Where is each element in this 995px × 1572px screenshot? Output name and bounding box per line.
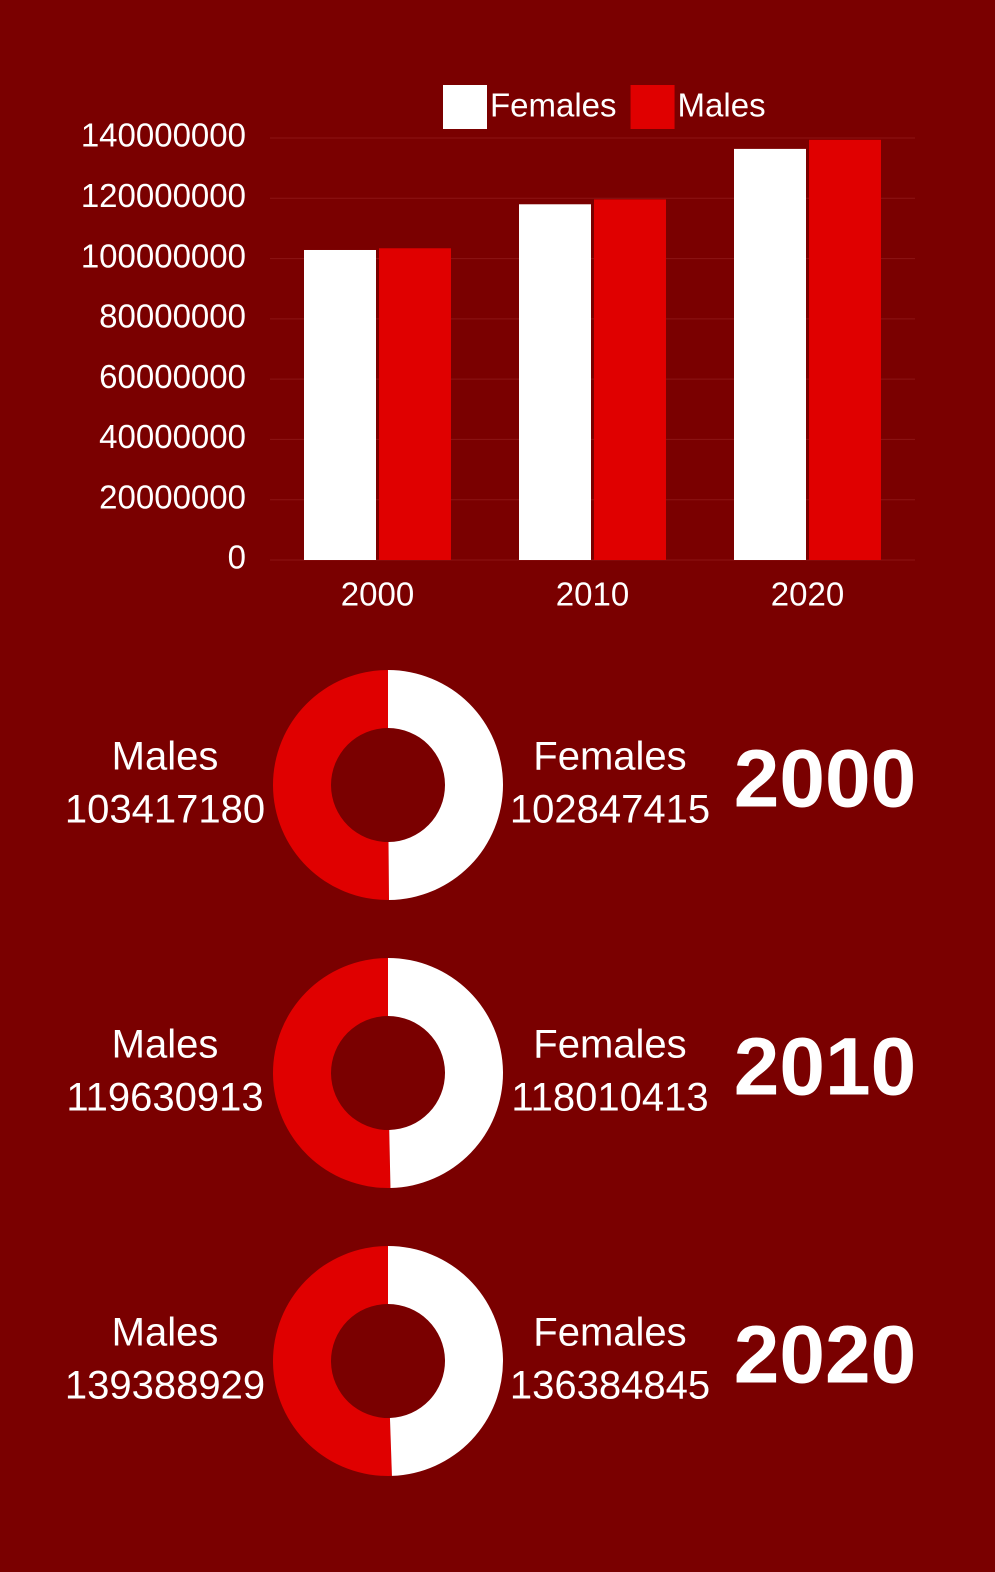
slice-label: Females — [533, 1023, 686, 1067]
y-tick-label: 120000000 — [81, 177, 246, 214]
year-title: 2020 — [734, 1310, 916, 1401]
x-tick-label: 2000 — [341, 576, 414, 613]
bar — [304, 249, 376, 560]
legend-label: Females — [490, 87, 617, 124]
x-tick-label: 2020 — [771, 576, 844, 613]
year-title: 2010 — [734, 1022, 916, 1113]
x-tick-label: 2010 — [556, 576, 629, 613]
bar — [379, 248, 451, 561]
donut-slice — [388, 670, 503, 900]
slice-label: Males — [112, 1023, 219, 1067]
y-tick-label: 80000000 — [99, 298, 246, 335]
donut-slice — [272, 958, 391, 1188]
y-tick-label: 60000000 — [99, 358, 246, 395]
donut-slice — [388, 958, 503, 1188]
y-tick-label: 20000000 — [99, 478, 246, 515]
legend-label: Males — [678, 87, 766, 124]
slice-value: 139388929 — [65, 1364, 265, 1408]
slice-value: 118010413 — [511, 1076, 708, 1120]
year-title: 2000 — [734, 734, 916, 825]
slice-value: 136384845 — [510, 1364, 710, 1408]
slice-label: Males — [112, 735, 219, 779]
donut-slice — [272, 670, 389, 900]
donut-slice — [272, 1246, 392, 1476]
slice-label: Females — [533, 1311, 686, 1355]
bar — [594, 199, 666, 560]
bar — [809, 139, 881, 560]
donut-slice — [388, 1245, 503, 1476]
slice-value: 103417180 — [65, 788, 265, 832]
bar — [734, 148, 806, 561]
legend-swatch — [443, 85, 487, 129]
slice-label: Females — [533, 735, 686, 779]
bar — [519, 204, 591, 560]
y-tick-label: 40000000 — [99, 418, 246, 455]
slice-label: Males — [112, 1311, 219, 1355]
slice-value: 119630913 — [66, 1076, 263, 1120]
legend-swatch — [630, 85, 675, 129]
slice-value: 102847415 — [510, 788, 710, 832]
y-tick-label: 100000000 — [81, 237, 246, 274]
y-tick-label: 140000000 — [81, 117, 246, 154]
y-tick-label: 0 — [228, 539, 246, 576]
